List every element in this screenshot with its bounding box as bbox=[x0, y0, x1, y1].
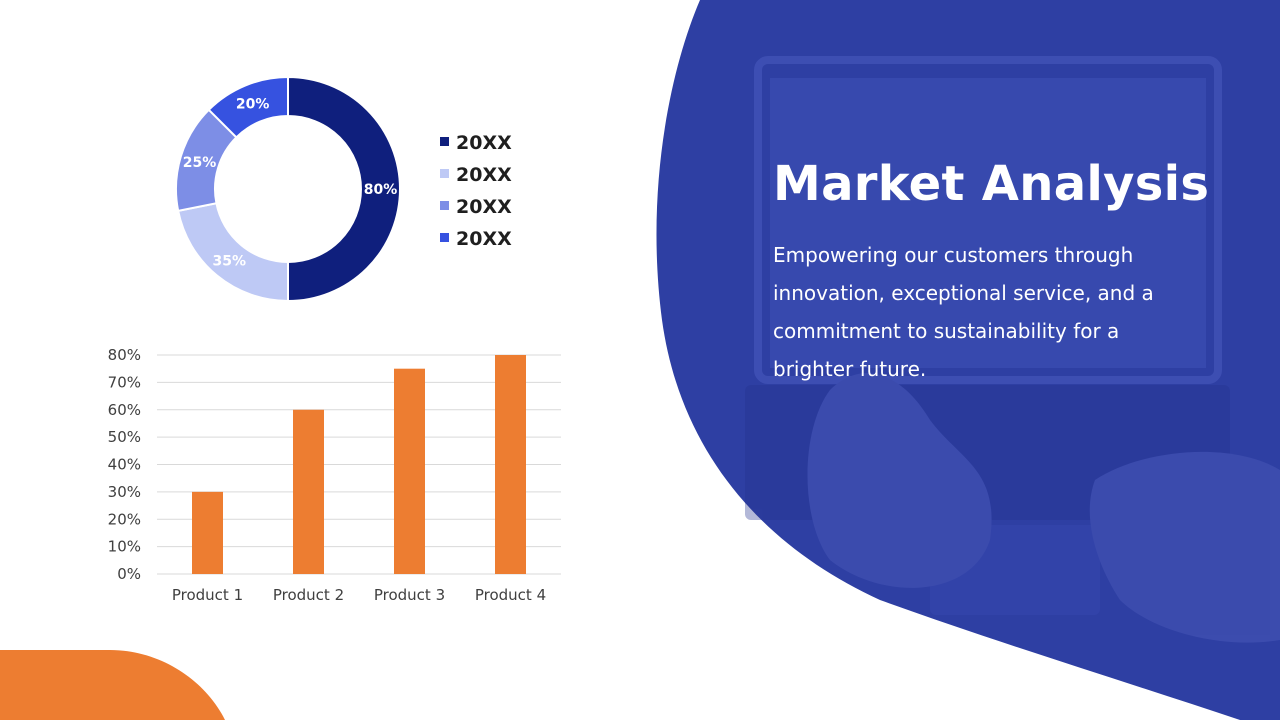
bar-2 bbox=[293, 409, 324, 574]
laptop-screen bbox=[770, 78, 1206, 368]
y-tick-label: 0% bbox=[117, 565, 141, 583]
y-tick-label: 10% bbox=[108, 538, 141, 556]
donut-slice-1 bbox=[287, 75, 401, 303]
x-tick-label: Product 3 bbox=[374, 586, 445, 604]
y-tick-label: 80% bbox=[108, 346, 141, 364]
y-tick-label: 60% bbox=[108, 401, 141, 419]
laptop-illustration bbox=[745, 56, 1280, 643]
hero-panel-shape bbox=[656, 0, 1280, 720]
donut-slice-4 bbox=[207, 75, 289, 139]
y-tick-label: 30% bbox=[108, 483, 141, 501]
laptop-trackpad bbox=[930, 525, 1100, 615]
legend-label-1: 20XX bbox=[456, 132, 512, 154]
donut-legend: 20XX 20XX 20XX 20XX bbox=[440, 132, 512, 250]
y-tick-label: 50% bbox=[108, 428, 141, 446]
donut-slice-label-2: 35% bbox=[213, 254, 247, 270]
legend-label-2: 20XX bbox=[456, 164, 512, 186]
slide-title: Market Analysis bbox=[773, 156, 1210, 212]
y-tick-label: 40% bbox=[108, 456, 141, 474]
slide-description: Empowering our customers through innovat… bbox=[773, 243, 1154, 381]
legend-swatch-3 bbox=[440, 201, 449, 210]
laptop-screen-frame bbox=[754, 56, 1222, 384]
donut-slice-label-1: 80% bbox=[364, 182, 398, 198]
legend-label-3: 20XX bbox=[456, 196, 512, 218]
donut-slice-label-4: 20% bbox=[236, 97, 270, 113]
y-tick-label: 20% bbox=[108, 510, 141, 528]
bar-4 bbox=[495, 355, 526, 574]
laptop-keyboard bbox=[745, 385, 1230, 520]
donut-chart: 80% 35% 25% 20% bbox=[175, 75, 401, 303]
bar-chart: 0% 10% 20% 30% 40% 50% 60% 70% 80% Product 1 Produ… bbox=[108, 346, 561, 604]
donut-slice-label-3: 25% bbox=[183, 155, 217, 171]
hand-right bbox=[1089, 451, 1280, 643]
x-tick-label: Product 1 bbox=[172, 586, 243, 604]
orange-corner-shape bbox=[0, 650, 225, 720]
bar-1 bbox=[192, 491, 223, 574]
legend-swatch-4 bbox=[440, 233, 449, 242]
x-tick-label: Product 4 bbox=[475, 586, 546, 604]
hand-left bbox=[807, 373, 992, 588]
hero-panel bbox=[656, 0, 1280, 720]
bar-3 bbox=[394, 368, 425, 574]
legend-swatch-2 bbox=[440, 169, 449, 178]
x-tick-label: Product 2 bbox=[273, 586, 344, 604]
y-tick-label: 70% bbox=[108, 373, 141, 391]
legend-label-4: 20XX bbox=[456, 228, 512, 250]
donut-slice-2 bbox=[176, 202, 289, 303]
legend-swatch-1 bbox=[440, 137, 449, 146]
